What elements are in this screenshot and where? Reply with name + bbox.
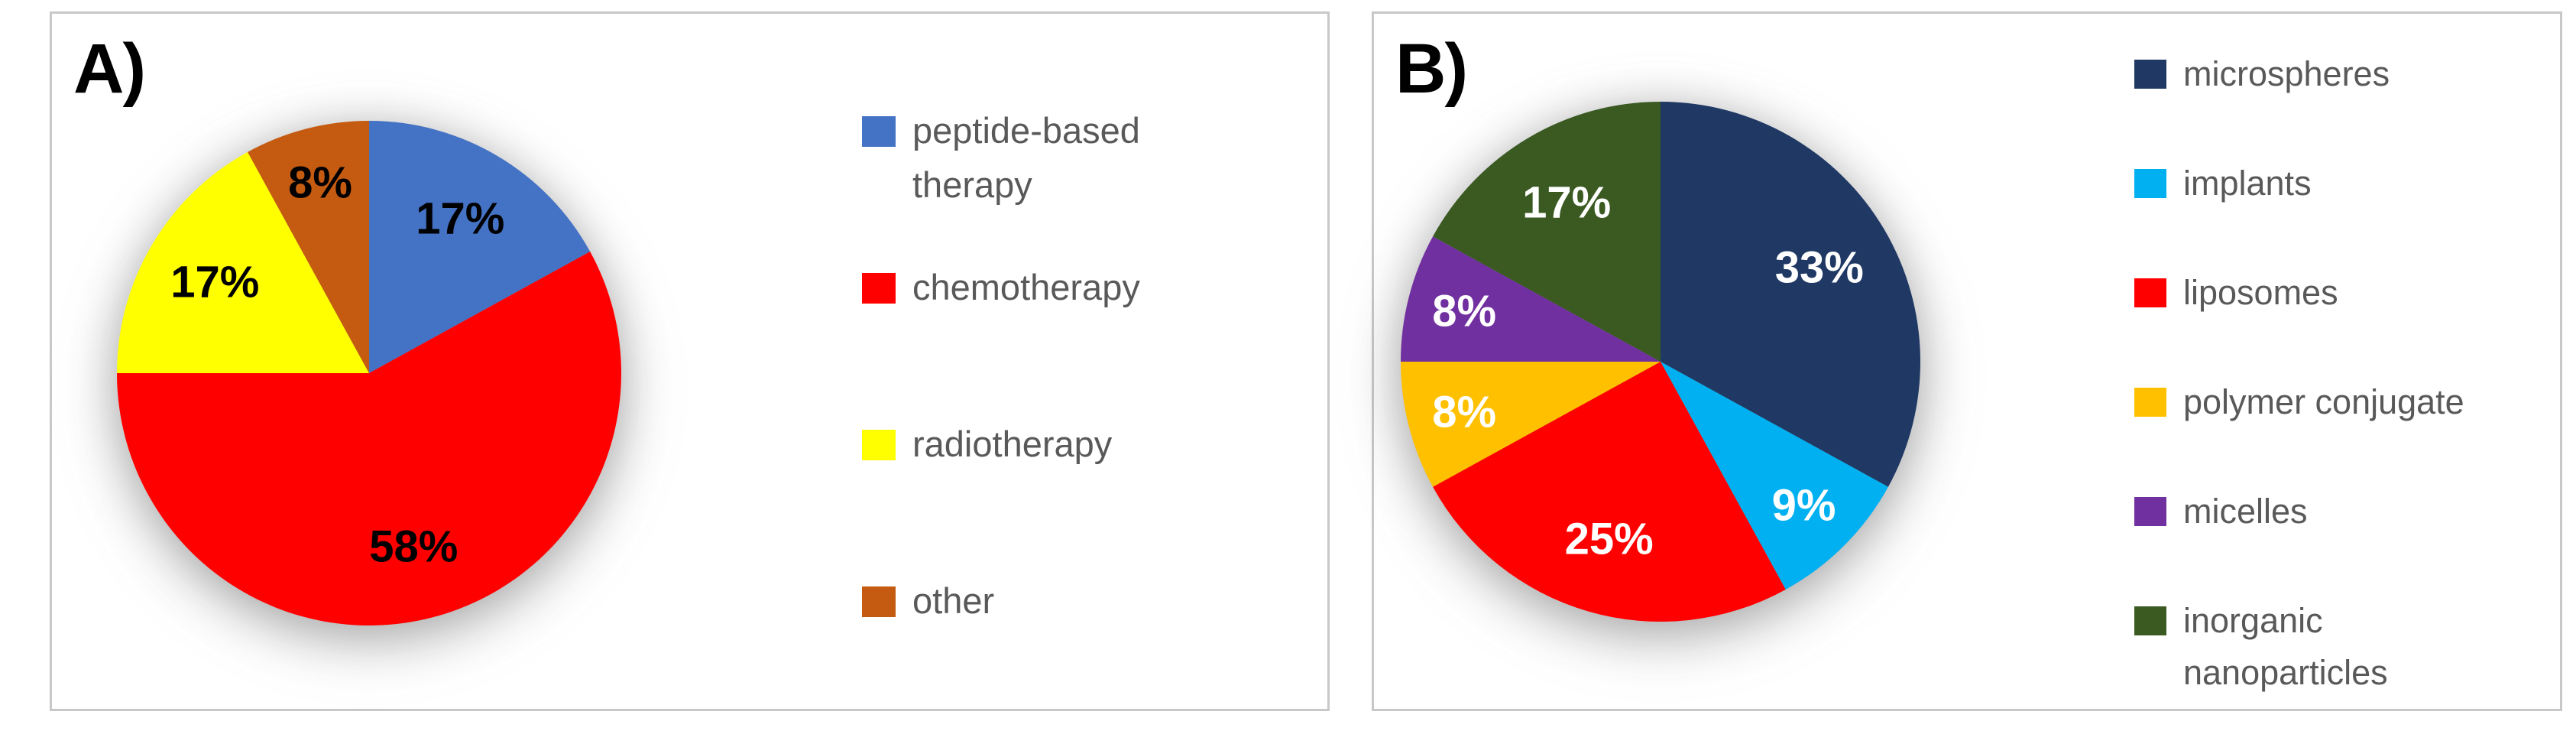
legend-label: inorganic nanoparticles bbox=[2183, 601, 2388, 692]
slice-label: 33% bbox=[1774, 242, 1864, 293]
slice-label: 17% bbox=[170, 257, 260, 307]
slice-label: 8% bbox=[1432, 387, 1497, 437]
pie-slice-liposomes bbox=[1433, 362, 1786, 622]
legend-swatch bbox=[862, 273, 896, 304]
pie-slice-microspheres bbox=[1661, 102, 1920, 487]
legend-swatch bbox=[2134, 606, 2166, 635]
pie-slice-micelles bbox=[1401, 236, 1661, 362]
legend-swatch bbox=[862, 116, 896, 147]
legend-label: chemotherapy bbox=[912, 267, 1140, 307]
pie-slice-radiotherapy bbox=[117, 151, 369, 373]
legend-a: peptide-based therapy chemotherapy radioth… bbox=[862, 104, 1320, 731]
legend-label: micelles bbox=[2183, 492, 2308, 531]
legend-swatch bbox=[2134, 278, 2166, 307]
panel-b-label: B) bbox=[1395, 30, 1468, 108]
legend-item: radiotherapy bbox=[862, 417, 1320, 574]
legend-label: microspheres bbox=[2183, 54, 2390, 93]
legend-item: micelles bbox=[2134, 486, 2555, 595]
pie-chart-a: 17% 58% 17% 8% bbox=[117, 121, 621, 625]
pie-slice-peptide-based-therapy bbox=[369, 121, 591, 373]
legend-item: liposomes bbox=[2134, 267, 2555, 376]
legend-label: liposomes bbox=[2183, 273, 2338, 312]
pie-slice-other bbox=[248, 121, 369, 373]
legend-swatch bbox=[862, 586, 896, 617]
slice-label: 9% bbox=[1771, 480, 1836, 531]
legend-item: implants bbox=[2134, 158, 2555, 267]
legend-b: microspheres implants liposomes polymer con… bbox=[2134, 48, 2555, 704]
pie-a-graphic bbox=[117, 121, 621, 625]
pie-slice-inorganic-nanoparticles bbox=[1433, 102, 1661, 362]
legend-label: polymer conjugate bbox=[2183, 382, 2464, 421]
pie-slice-chemotherapy bbox=[117, 252, 621, 625]
pie-slice-polymer-conjugate bbox=[1401, 362, 1661, 487]
pie-b-graphic bbox=[1401, 102, 1920, 622]
panel-a: A) 17% 58% 17% 8% peptide-based therapy chem… bbox=[50, 11, 1330, 711]
panel-a-label: A) bbox=[73, 30, 146, 108]
legend-label: implants bbox=[2183, 164, 2312, 203]
legend-swatch bbox=[2134, 388, 2166, 417]
legend-item: peptide-based therapy bbox=[862, 104, 1320, 261]
legend-item: chemotherapy bbox=[862, 261, 1320, 417]
slice-label: 17% bbox=[416, 193, 505, 244]
legend-label: radiotherapy bbox=[912, 424, 1113, 464]
legend-item: other bbox=[862, 574, 1320, 731]
slice-label: 25% bbox=[1564, 514, 1654, 564]
legend-item: microspheres bbox=[2134, 48, 2555, 158]
slice-label: 8% bbox=[288, 158, 352, 208]
pie-slice-implants bbox=[1661, 362, 1888, 590]
legend-label: other bbox=[912, 580, 995, 621]
slice-label: 58% bbox=[369, 521, 458, 572]
pie-chart-b: 33% 9% 25% 8% 8% 17% bbox=[1401, 102, 1920, 622]
legend-swatch bbox=[2134, 60, 2166, 89]
legend-swatch bbox=[2134, 169, 2166, 198]
legend-label: peptide-based therapy bbox=[912, 110, 1140, 205]
slice-label: 17% bbox=[1522, 177, 1612, 228]
legend-swatch bbox=[862, 430, 896, 460]
slice-label: 8% bbox=[1432, 286, 1497, 336]
legend-swatch bbox=[2134, 497, 2166, 526]
legend-item: polymer conjugate bbox=[2134, 376, 2555, 486]
panel-b: B) 33% 9% 25% 8% 8% 17% microspheres implants l… bbox=[1372, 11, 2562, 711]
legend-item: inorganic nanoparticles bbox=[2134, 595, 2555, 704]
